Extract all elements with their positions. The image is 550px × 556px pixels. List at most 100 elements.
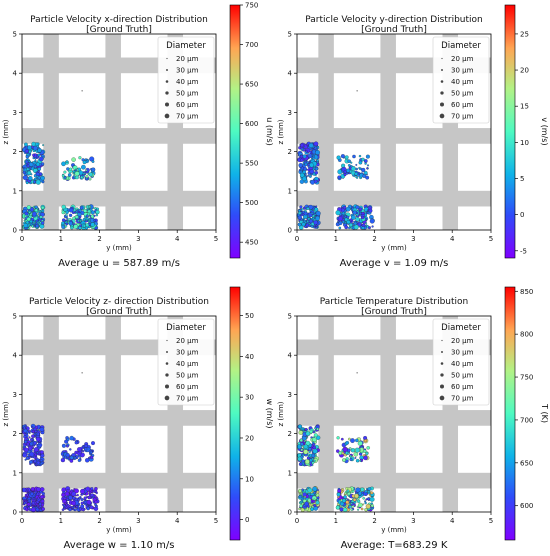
particle-point <box>82 175 85 178</box>
colorbar-tick-label: 750 <box>245 2 258 10</box>
particle-point <box>61 161 66 167</box>
axes-frame <box>296 33 492 231</box>
particle-point <box>358 154 362 158</box>
particle-point <box>89 451 93 454</box>
particle-point <box>82 217 86 222</box>
particle-point <box>340 437 344 441</box>
particle-point <box>95 210 100 215</box>
legend-marker <box>441 351 443 353</box>
particle-point <box>34 205 38 209</box>
particle-point <box>314 427 317 430</box>
particle-point <box>93 214 96 217</box>
particle-point <box>85 486 91 492</box>
particle-point <box>23 435 27 439</box>
particle-point <box>350 508 353 511</box>
particle-point <box>336 449 340 453</box>
particle-point <box>75 175 79 180</box>
particle-point <box>24 211 29 216</box>
particle-point <box>312 499 316 503</box>
y-tick-label: 5 <box>13 313 17 321</box>
legend: Diameter 20 μm 30 μm 40 μm 50 μm 60 μm 70 μm <box>157 318 215 406</box>
particle-point <box>39 487 45 492</box>
particle-point <box>80 504 85 509</box>
x-tick-label: 2 <box>372 235 376 243</box>
x-tick-label: 1 <box>59 235 63 243</box>
particle-point <box>348 223 353 227</box>
particle-point <box>311 457 314 461</box>
colorbar-tick-label: 850 <box>520 288 533 296</box>
particle-point <box>303 211 308 216</box>
legend-marker <box>440 373 444 377</box>
x-tick-label: 5 <box>214 235 218 243</box>
particle-point <box>78 156 82 160</box>
particle-point <box>307 447 312 451</box>
particle-point <box>71 500 76 506</box>
particle-point <box>77 219 80 223</box>
legend-box <box>157 36 215 124</box>
particle-point <box>33 447 39 453</box>
particle-point <box>88 205 91 208</box>
y-tick-label: 2 <box>288 430 292 438</box>
particle-point <box>26 438 30 441</box>
particle-point <box>30 492 34 496</box>
x-tick-label: 4 <box>175 235 180 243</box>
particle-point <box>72 175 76 178</box>
particle-point <box>343 173 347 177</box>
particle-point <box>40 499 45 504</box>
particle-point <box>80 218 83 222</box>
legend-marker <box>440 102 444 107</box>
y-tick-label: 3 <box>13 391 17 399</box>
colorbar: 0 10 20 30 40 50 w (m/s) <box>229 286 274 541</box>
particle-point <box>336 216 339 220</box>
y-axis-label: z (mm) <box>277 119 285 144</box>
particle-point <box>299 501 302 504</box>
particle-point <box>87 225 91 229</box>
particle-point <box>358 166 361 170</box>
particle-point <box>39 215 43 219</box>
particle-point <box>337 220 340 223</box>
colorbar-tick-label: 10 <box>520 139 529 147</box>
x-tick-label: 5 <box>214 517 218 525</box>
particle-point <box>85 169 88 172</box>
particle-point <box>354 172 358 176</box>
legend-entry: 60 μm <box>176 383 199 391</box>
particle-point <box>26 205 31 210</box>
legend-marker <box>165 102 169 107</box>
axes-frame <box>21 33 217 231</box>
particle-point <box>77 498 80 502</box>
particle-point <box>346 168 351 173</box>
particle-point <box>315 215 320 221</box>
colorbar-label: w (m/s) <box>265 399 274 429</box>
legend-marker <box>440 91 444 95</box>
particle-point <box>41 206 45 210</box>
particle-point <box>335 505 340 510</box>
colorbar-tick-label: 0 <box>520 211 524 219</box>
y-tick-label: 1 <box>288 187 292 195</box>
colorbar-label: T (K) <box>540 403 549 423</box>
particle-point <box>350 502 353 505</box>
panel-2: Particle Velocity y-direction Distributi… <box>277 4 549 269</box>
particle-point <box>338 226 342 230</box>
particle-point <box>69 455 74 460</box>
particle-point <box>367 490 371 493</box>
legend-entry: 50 μm <box>451 90 474 98</box>
legend-marker <box>441 57 443 60</box>
mesh-strut-horizontal <box>22 472 216 489</box>
particle-point <box>298 495 302 499</box>
particle-point <box>342 507 348 513</box>
particle-point <box>66 167 70 171</box>
particle-point <box>305 440 311 446</box>
particle-point <box>77 210 81 214</box>
particle-point <box>71 157 76 162</box>
particle-point <box>303 449 309 455</box>
particle-point <box>80 497 84 502</box>
particle-point <box>93 219 96 222</box>
legend-entry: 50 μm <box>451 372 474 380</box>
particle-point <box>37 452 41 456</box>
particle-point <box>72 170 76 173</box>
legend-title: Diameter <box>166 323 206 333</box>
legend-marker <box>166 69 168 71</box>
particle-point <box>299 438 303 443</box>
colorbar-tick-label: 500 <box>245 199 258 207</box>
particle-point <box>37 176 41 180</box>
